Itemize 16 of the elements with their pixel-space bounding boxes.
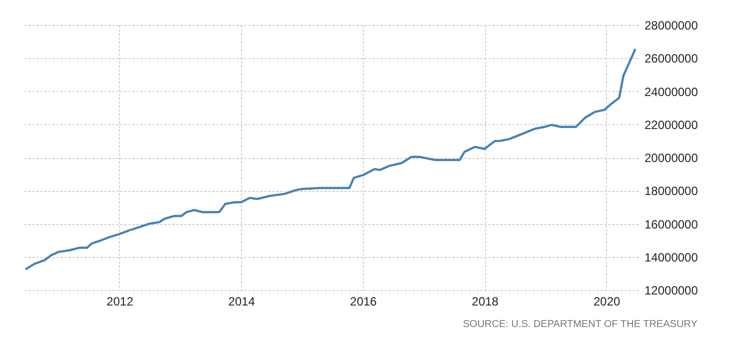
y-tick-label: 12000000	[644, 284, 698, 298]
y-tick-label: 22000000	[644, 118, 698, 132]
y-tick-label: 14000000	[644, 250, 698, 264]
x-tick-label: 2016	[350, 294, 378, 308]
source-note: SOURCE: U.S. DEPARTMENT OF THE TREASURY	[462, 319, 698, 330]
x-tick-label: 2012	[106, 294, 134, 308]
x-tick-label: 2018	[472, 294, 499, 308]
y-tick-label: 20000000	[644, 151, 698, 165]
y-tick-label: 16000000	[644, 217, 698, 232]
x-tick-label: 2020	[593, 294, 621, 308]
x-tick-label: 2014	[228, 294, 256, 308]
line-series	[25, 48, 636, 270]
y-tick-label: 24000000	[644, 84, 698, 99]
y-tick-label: 18000000	[644, 184, 698, 198]
y-tick-label: 26000000	[644, 52, 698, 66]
y-tick-label: 28000000	[644, 18, 698, 32]
